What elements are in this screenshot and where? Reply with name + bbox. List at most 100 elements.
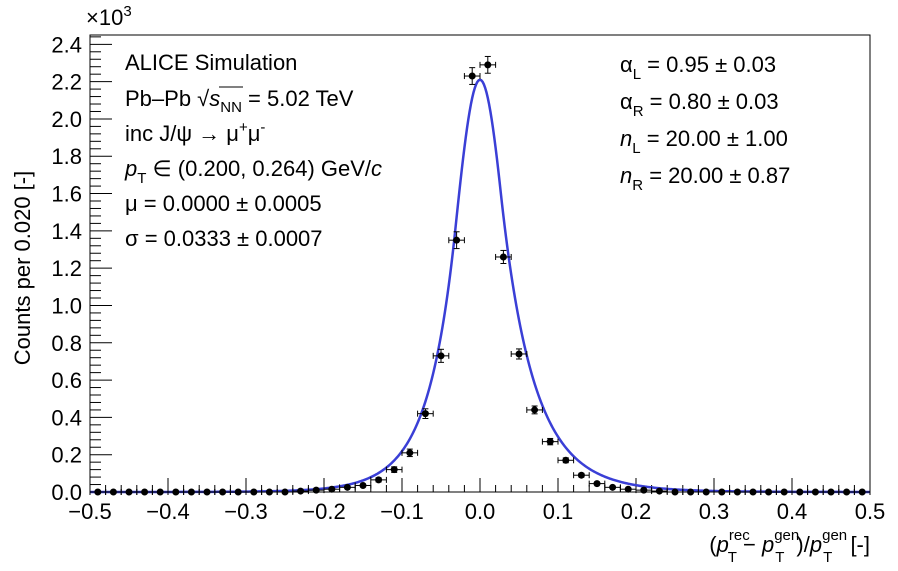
marker <box>765 488 773 496</box>
marker <box>297 487 305 495</box>
x-tick-label: −0.3 <box>224 499 267 524</box>
marker <box>702 488 710 496</box>
marker <box>203 488 211 496</box>
data-points <box>89 55 871 496</box>
marker <box>219 488 227 496</box>
y-multiplier: ×103 <box>86 3 132 30</box>
data-point <box>775 488 793 496</box>
marker <box>624 485 632 493</box>
data-point <box>682 488 699 496</box>
annotation-sigma: σ = 0.0333 ± 0.0007 <box>125 226 323 251</box>
data-point <box>651 487 668 495</box>
marker <box>811 488 819 496</box>
marker <box>858 488 866 496</box>
x-tick-label: 0.1 <box>543 499 574 524</box>
data-point <box>167 488 185 496</box>
data-point <box>573 471 590 479</box>
y-tick-label: 1.0 <box>51 293 82 318</box>
marker <box>687 488 695 496</box>
data-point <box>307 486 325 494</box>
data-point <box>666 488 684 496</box>
data-point <box>760 488 777 496</box>
data-point <box>448 231 465 250</box>
annotation-n-r: nR = 20.00 ± 0.87 <box>620 163 790 194</box>
annotation-alpha-l: αL = 0.95 ± 0.03 <box>620 52 776 83</box>
marker <box>780 488 788 496</box>
marker <box>609 483 617 491</box>
data-point <box>198 488 216 496</box>
y-tick-label: 2.4 <box>51 32 82 57</box>
annotation-decay: inc J/ψ → μ+μ- <box>125 119 265 146</box>
y-tick-label: 0.2 <box>51 443 82 468</box>
marker <box>375 476 383 484</box>
x-tick-label: 0.0 <box>465 499 496 524</box>
marker <box>390 466 398 474</box>
y-axis: 0.0 0.2 0.4 0.6 0.8 1.0 1.2 1.4 1.6 1.8 2.0 2.2 2.4 <box>51 32 112 505</box>
marker <box>94 488 102 496</box>
data-point <box>635 486 653 494</box>
data-point <box>495 249 512 264</box>
marker <box>796 488 804 496</box>
data-point <box>791 488 809 496</box>
x-tick-label: −0.4 <box>146 499 189 524</box>
data-point <box>245 488 263 496</box>
marker <box>172 488 180 496</box>
marker <box>141 488 149 496</box>
marker <box>515 350 523 358</box>
data-point <box>807 488 824 496</box>
data-point <box>853 488 871 496</box>
annotation-pt: pT ∈ (0.200, 0.264) GeV/c <box>124 156 382 187</box>
marker <box>499 253 507 261</box>
annotation-alpha-r: αR = 0.80 ± 0.03 <box>620 89 779 120</box>
annotation-n-l: nL = 20.00 ± 1.00 <box>620 126 788 157</box>
y-tick-label: 2.2 <box>51 70 82 95</box>
data-point <box>604 483 621 491</box>
marker <box>733 488 741 496</box>
marker <box>843 488 851 496</box>
marker <box>640 486 648 494</box>
data-point <box>479 55 497 74</box>
marker <box>718 488 726 496</box>
data-point <box>557 456 575 464</box>
y-tick-label: 0.0 <box>51 480 82 505</box>
data-point <box>697 488 715 496</box>
marker <box>234 488 242 496</box>
data-point <box>354 481 372 489</box>
data-point <box>323 485 341 493</box>
marker <box>546 438 554 446</box>
x-tick-label: 0.3 <box>699 499 730 524</box>
annotation-system: Pb–Pb √sNN = 5.02 TeV <box>125 86 354 116</box>
marker <box>827 488 835 496</box>
data-point <box>510 348 528 360</box>
y-tick-label: 0.8 <box>51 331 82 356</box>
marker <box>453 236 461 244</box>
data-point <box>401 448 419 458</box>
x-tick-label: 0.5 <box>855 499 886 524</box>
x-axis-title: (prec T − pgen T)/pgen T [-] <box>709 527 870 566</box>
marker <box>250 488 258 496</box>
data-point <box>463 67 481 85</box>
data-point <box>729 488 746 496</box>
data-point <box>151 488 169 496</box>
data-point <box>136 488 153 496</box>
y-tick-label: 0.4 <box>51 405 82 430</box>
marker <box>437 352 445 360</box>
data-point <box>292 487 309 495</box>
marker <box>109 488 117 496</box>
data-point <box>417 408 434 420</box>
annotations-right: αL = 0.95 ± 0.03 αR = 0.80 ± 0.03 nL = 2… <box>620 52 790 194</box>
y-tick-label: 1.8 <box>51 144 82 169</box>
marker <box>343 483 351 491</box>
x-tick-label: −0.5 <box>68 499 111 524</box>
marker <box>359 481 367 489</box>
data-point <box>183 488 200 496</box>
y-tick-label: 2.0 <box>51 107 82 132</box>
data-point <box>214 488 231 496</box>
x-tick-label: 0.2 <box>621 499 652 524</box>
marker <box>577 471 585 479</box>
data-point <box>229 488 247 496</box>
x-axis: −0.5 −0.4 −0.3 −0.2 −0.1 0.0 0.1 0.2 0.3 0.4 0.5 <box>68 478 885 524</box>
marker <box>562 456 570 464</box>
marker <box>671 488 679 496</box>
